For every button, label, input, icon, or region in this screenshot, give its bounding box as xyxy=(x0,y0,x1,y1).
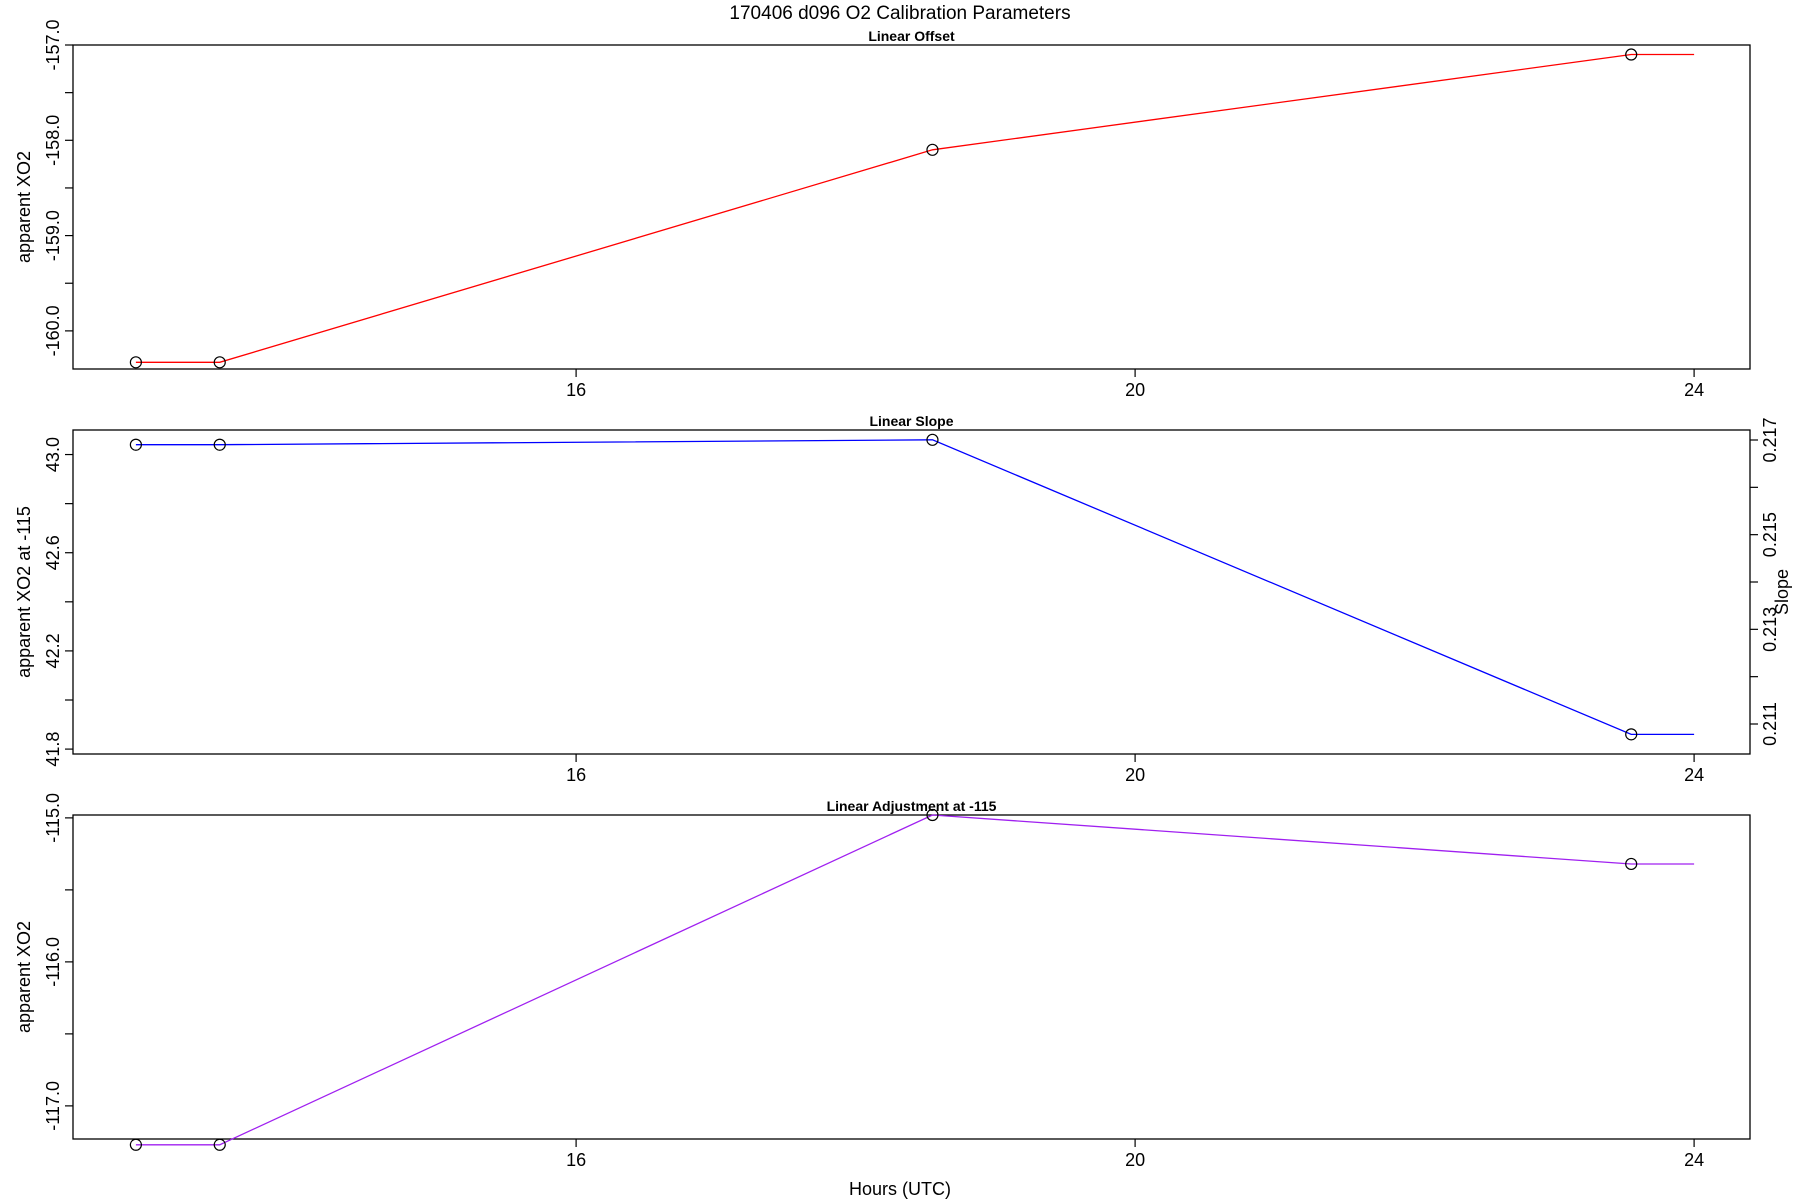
x-tick-label: 16 xyxy=(566,380,586,400)
figure-title: 170406 d096 O2 Calibration Parameters xyxy=(729,3,1070,24)
data-point-marker xyxy=(1625,857,1638,871)
series-line xyxy=(135,439,1695,736)
y-tick-label: -158.0 xyxy=(43,115,63,166)
y2-tick-label: 0.211 xyxy=(1760,702,1780,746)
data-point-marker xyxy=(926,433,939,446)
panel-title: Linear Offset xyxy=(868,28,955,44)
data-point-marker xyxy=(1625,48,1638,61)
x-tick-label: 20 xyxy=(1125,1150,1145,1170)
x-tick-label: 16 xyxy=(566,1150,586,1170)
y-axis-label: apparent XO2 at -115 xyxy=(14,506,34,678)
data-point-marker xyxy=(1625,728,1638,741)
y-tick-label: 41.8 xyxy=(43,732,63,767)
x-tick-label: 20 xyxy=(1125,765,1145,785)
panel-title: Linear Slope xyxy=(869,413,953,429)
data-point-marker xyxy=(213,356,226,369)
panel-title: Linear Adjustment at -115 xyxy=(827,798,997,814)
y-tick-label: -116.0 xyxy=(43,937,63,987)
y-tick-label: -159.0 xyxy=(43,210,63,261)
panels: Linear Offset 16 20 24 -157.0 -158.0 -159.0 -16… xyxy=(14,19,1792,1170)
x-tick-label: 20 xyxy=(1125,380,1145,400)
data-point-marker xyxy=(213,438,226,451)
x-tick-label: 16 xyxy=(566,765,586,785)
y2-tick-label: 0.213 xyxy=(1760,607,1780,652)
plot-frame xyxy=(72,814,1751,1140)
chart-panel-2: Linear Slope 16 20 24 43.0 42.6 42.2 41.8 appare… xyxy=(14,413,1792,785)
series-line xyxy=(135,814,1695,1146)
y-tick-label: 43.0 xyxy=(43,437,63,472)
data-point-marker xyxy=(129,438,142,451)
data-point-marker xyxy=(129,356,142,369)
y-axis-label: apparent XO2 xyxy=(14,151,34,263)
y-axis-label: apparent XO2 xyxy=(14,921,34,1033)
chart-panel-3: Linear Adjustment at -115 16 20 24 -115.0 -11… xyxy=(14,793,1751,1170)
x-tick-label: 24 xyxy=(1684,1150,1704,1170)
data-point-marker xyxy=(926,143,939,156)
y2-tick-label: 0.217 xyxy=(1760,417,1780,462)
plot-frame xyxy=(72,429,1751,755)
y-tick-label: -157.0 xyxy=(43,19,63,70)
data-point-marker xyxy=(213,1138,226,1151)
y-tick-label: -160.0 xyxy=(43,305,63,356)
y-tick-label: -117.0 xyxy=(43,1081,63,1131)
data-point-marker xyxy=(129,1138,142,1151)
series-line xyxy=(135,53,1695,363)
chart-panel-1: Linear Offset 16 20 24 -157.0 -158.0 -159.0 -16… xyxy=(14,19,1751,400)
x-tick-label: 24 xyxy=(1684,380,1704,400)
y2-tick-label: 0.215 xyxy=(1760,512,1780,557)
x-tick-label: 24 xyxy=(1684,765,1704,785)
data-point-marker xyxy=(926,808,939,822)
y-tick-label: 42.6 xyxy=(43,535,63,570)
y2-axis-label: Slope xyxy=(1772,569,1792,615)
plot-frame xyxy=(72,44,1751,370)
y-tick-label: 42.2 xyxy=(43,633,63,668)
x-axis-label: Hours (UTC) xyxy=(849,1179,951,1199)
y-tick-label: -115.0 xyxy=(43,793,63,843)
